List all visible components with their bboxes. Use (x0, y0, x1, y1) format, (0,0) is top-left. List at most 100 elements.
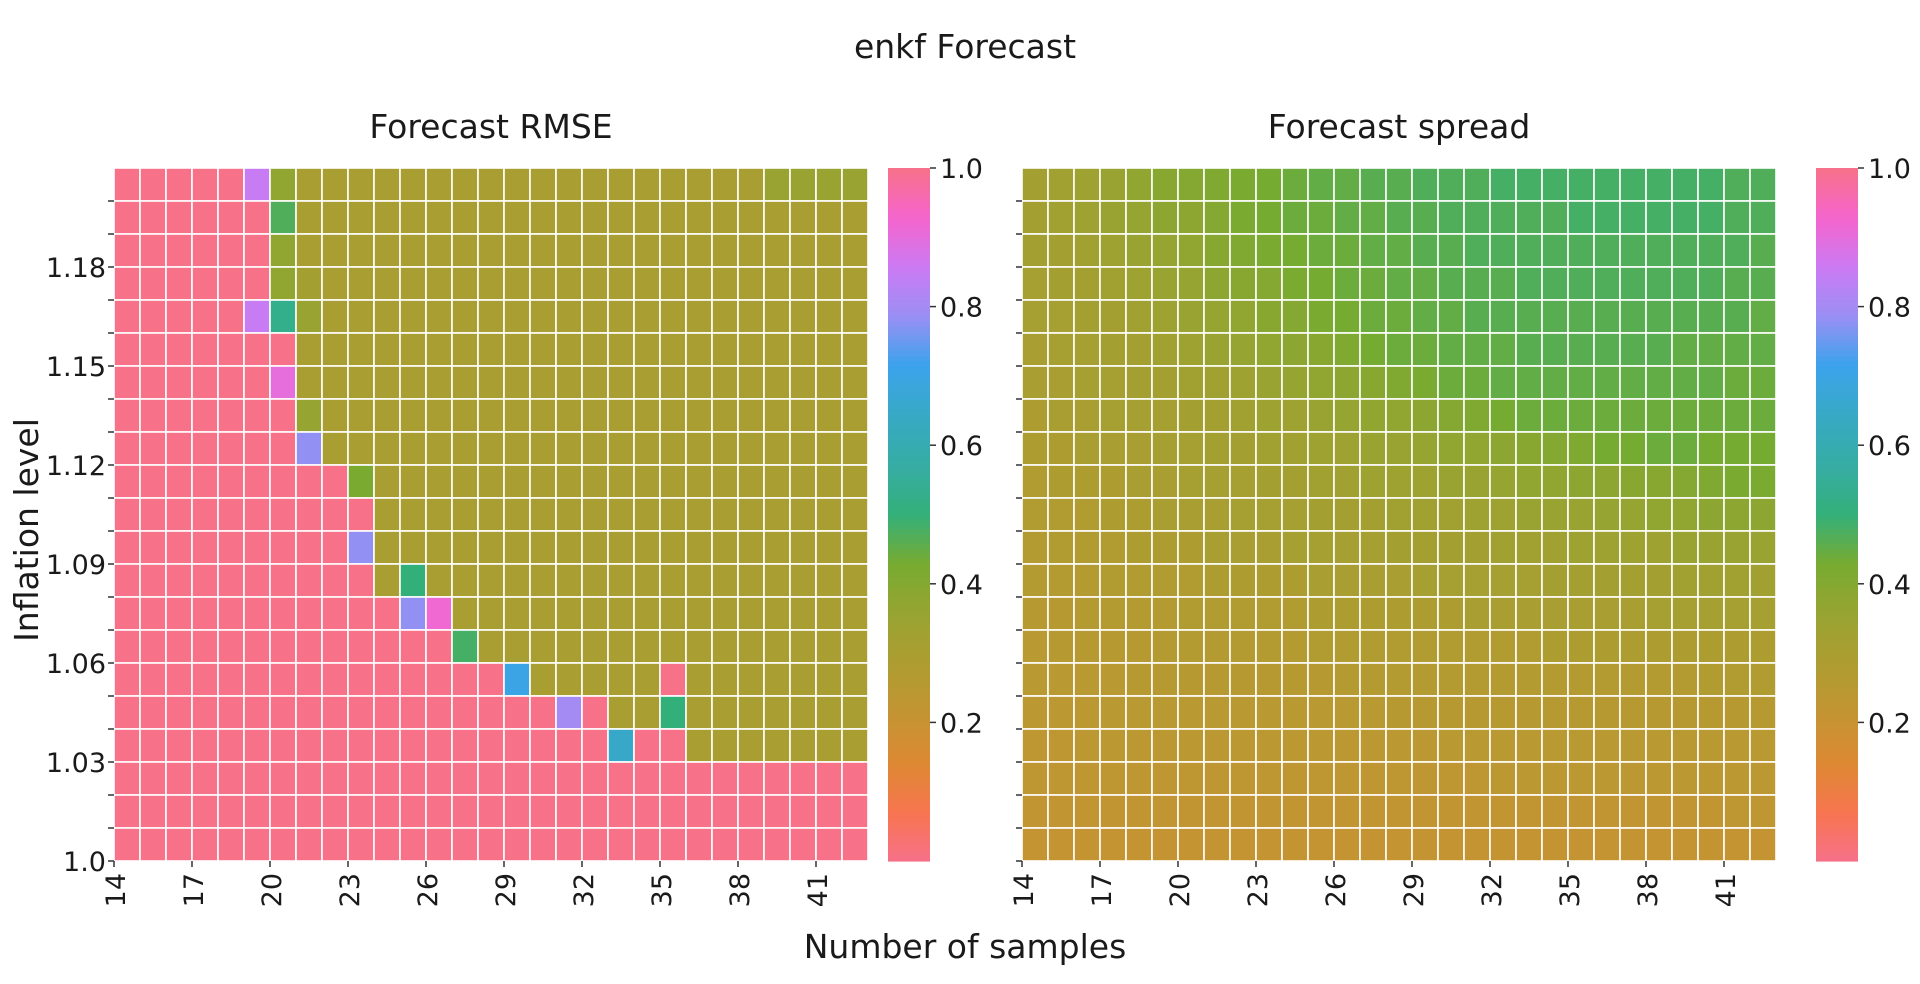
colorbar-segment (1816, 707, 1858, 714)
colorbar-segment (1816, 420, 1858, 426)
colorbar-segment (1816, 267, 1858, 273)
heatmap-cell (399, 464, 427, 499)
colorbar-segment (1816, 687, 1858, 694)
heatmap-cell (1619, 167, 1647, 202)
heatmap-cell (1645, 266, 1673, 301)
heatmap-cell (1489, 530, 1517, 565)
heatmap-cell (1645, 530, 1673, 565)
heatmap-cell (1021, 365, 1049, 400)
colorbar-segment (888, 351, 930, 357)
heatmap-cell (1151, 464, 1179, 499)
heatmap-cell (581, 497, 609, 532)
heatmap-cell (1541, 794, 1569, 829)
heatmap-cell (581, 728, 609, 763)
heatmap-cell (1255, 398, 1283, 433)
heatmap-cell (1125, 629, 1153, 664)
heatmap-cell (581, 299, 609, 334)
heatmap-cell (373, 563, 401, 598)
heatmap-cell (1463, 695, 1491, 730)
heatmap-cell (243, 332, 271, 367)
heatmap-cell (1489, 728, 1517, 763)
colorbar-segment (1816, 564, 1858, 570)
heatmap-cell (1333, 167, 1361, 202)
colorbar-segment (1816, 638, 1858, 644)
heatmap-cell (269, 761, 297, 796)
heatmap-cell (295, 530, 323, 565)
heatmap-cell (165, 695, 193, 730)
colorbar-segment (1816, 697, 1858, 704)
heatmap-cell (763, 563, 791, 598)
heatmap-cell (607, 233, 635, 268)
heatmap-cell (1125, 827, 1153, 862)
heatmap-cell (685, 398, 713, 433)
heatmap-cell (1073, 464, 1101, 499)
y-tick-label: 1.18 (46, 253, 106, 284)
heatmap-cell (841, 827, 869, 862)
heatmap-cell (451, 695, 479, 730)
colorbar-segment (1816, 341, 1858, 347)
heatmap-cell (659, 431, 687, 466)
heatmap-cell (1021, 596, 1049, 631)
heatmap-cell (1619, 299, 1647, 334)
colorbar-segment (1816, 262, 1858, 268)
heatmap-cell (607, 530, 635, 565)
colorbar-segment (888, 182, 930, 189)
heatmap-cell (165, 464, 193, 499)
heatmap-cell (1333, 497, 1361, 532)
heatmap-cell (1099, 596, 1127, 631)
heatmap-cell (1073, 332, 1101, 367)
heatmap-cell (425, 266, 453, 301)
heatmap-cell (1463, 167, 1491, 202)
heatmap-cell (1151, 563, 1179, 598)
heatmap-cell (789, 827, 817, 862)
colorbar-segment (888, 766, 930, 773)
heatmap-cell (1541, 431, 1569, 466)
heatmap-cell (815, 662, 843, 697)
colorbar-segment (1816, 172, 1858, 179)
heatmap-cell (633, 596, 661, 631)
heatmap-cell (555, 794, 583, 829)
heatmap-cell (503, 728, 531, 763)
heatmap-cell (1229, 695, 1257, 730)
heatmap-cell (763, 431, 791, 466)
heatmap-cell (139, 299, 167, 334)
heatmap-cell (841, 200, 869, 235)
heatmap-cell (217, 563, 245, 598)
heatmap-cell (1021, 629, 1049, 664)
heatmap-cell (1697, 200, 1725, 235)
heatmap-cell (1125, 794, 1153, 829)
heatmap-cell (841, 761, 869, 796)
x-tick-label: 17 (179, 873, 210, 907)
heatmap-cell (269, 563, 297, 598)
heatmap-cell (1671, 233, 1699, 268)
colorbar-segment (888, 410, 930, 417)
heatmap-cell (347, 200, 375, 235)
heatmap-cell (295, 827, 323, 862)
heatmap-cell (763, 332, 791, 367)
heatmap-cell (1489, 167, 1517, 202)
heatmap-cell (815, 629, 843, 664)
heatmap-cell (763, 497, 791, 532)
heatmap-cell (1567, 332, 1595, 367)
heatmap-cell (113, 431, 141, 466)
heatmap-cell (1099, 233, 1127, 268)
heatmap-cell (633, 332, 661, 367)
heatmap-cell (1359, 497, 1387, 532)
heatmap-cell (191, 497, 219, 532)
heatmap-cell (685, 266, 713, 301)
heatmap-cell (1307, 332, 1335, 367)
heatmap-cell (243, 497, 271, 532)
heatmap-cell (1333, 530, 1361, 565)
heatmap-cell (347, 365, 375, 400)
x-tick-label: 23 (1243, 873, 1274, 907)
colorbar-segment (1816, 296, 1858, 303)
heatmap-cell (1697, 167, 1725, 202)
heatmap-cell (1307, 629, 1335, 664)
heatmap-cell (555, 299, 583, 334)
heatmap-cell (607, 398, 635, 433)
heatmap-cell (1671, 827, 1699, 862)
heatmap-cell (399, 299, 427, 334)
heatmap-cell (425, 233, 453, 268)
heatmap-cell (815, 728, 843, 763)
